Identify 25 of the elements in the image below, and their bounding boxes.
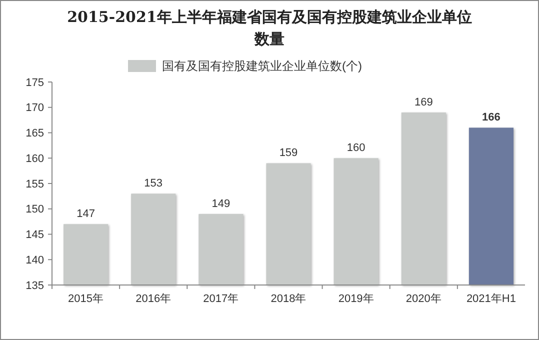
y-tick-label: 160 [26, 152, 44, 165]
y-tick-label: 170 [26, 102, 44, 114]
data-label: 149 [212, 198, 230, 210]
x-tick-label: 2020年 [406, 293, 442, 305]
y-tick-label: 140 [26, 254, 44, 266]
x-tick-label: 2015年 [68, 293, 104, 305]
x-tick-label: 2017年 [203, 293, 239, 305]
x-tick-label: 2021年H1 [466, 293, 516, 305]
data-label: 169 [414, 96, 433, 108]
y-tick-label: 150 [26, 204, 44, 216]
data-label: 147 [76, 208, 95, 220]
x-tick-label: 2019年 [338, 293, 374, 305]
x-tick-label: 2016年 [136, 293, 172, 305]
data-label: 160 [346, 142, 366, 154]
x-tick-label: 2018年 [270, 293, 306, 305]
data-label: 153 [144, 178, 163, 190]
data-label: 159 [279, 147, 298, 160]
y-tick-label: 165 [26, 128, 44, 140]
y-tick-label: 145 [26, 229, 44, 242]
y-tick-label: 155 [26, 178, 44, 190]
chart-title: 2015-2021年上半年福建省国有及国有控股建筑业企业单位数量 [67, 8, 472, 48]
y-tick-label: 135 [26, 280, 44, 292]
legend-label: 国有及国有控股建筑业企业单位数(个) [162, 59, 362, 73]
data-label: 166 [482, 112, 500, 124]
y-tick-label: 175 [26, 76, 44, 89]
